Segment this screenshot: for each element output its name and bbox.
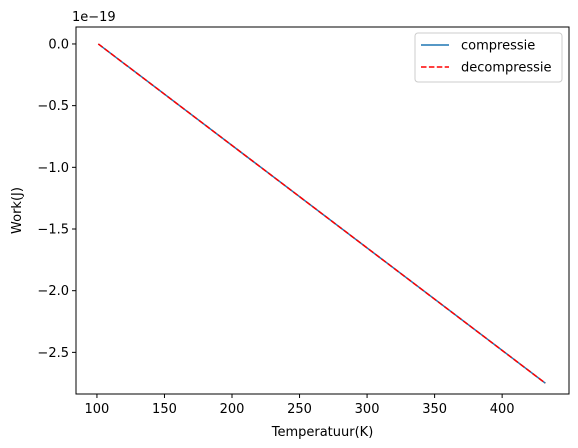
axes-background [76, 27, 569, 394]
x-tick-label: 200 [220, 402, 245, 417]
series-line-decompressie [97, 43, 546, 384]
plot-area [76, 27, 569, 394]
x-axis-label: Temperatuur(K) [271, 425, 374, 440]
y-tick-label: −1.5 [37, 223, 69, 238]
x-tick-label: 150 [152, 402, 177, 417]
x-tick-label: 100 [85, 402, 110, 417]
legend: compressie decompressie [414, 32, 563, 83]
x-axis-ticks: 100 150 200 250 300 350 400 [85, 394, 515, 417]
axes-frame [75, 26, 570, 395]
x-tick-label: 400 [490, 402, 515, 417]
y-tick-label: 0.0 [48, 37, 69, 52]
y-axis-label: Work(J) [10, 187, 25, 234]
legend-label-compressie: compressie [461, 39, 535, 54]
legend-label-decompressie: decompressie [461, 61, 551, 76]
y-axis-ticks: 0.0 −0.5 −1.0 −1.5 −2.0 −2.5 [37, 37, 76, 361]
series-layer [97, 43, 546, 384]
x-tick-label: 350 [422, 402, 447, 417]
y-tick-label: −0.5 [37, 99, 69, 114]
y-tick-label: −1.0 [37, 161, 69, 176]
y-tick-label: −2.5 [37, 346, 69, 361]
x-tick-label: 250 [287, 402, 312, 417]
y-offset-label: 1e−19 [72, 10, 116, 25]
y-tick-label: −2.0 [37, 284, 69, 299]
x-tick-label: 300 [355, 402, 380, 417]
legend-box [414, 32, 563, 83]
